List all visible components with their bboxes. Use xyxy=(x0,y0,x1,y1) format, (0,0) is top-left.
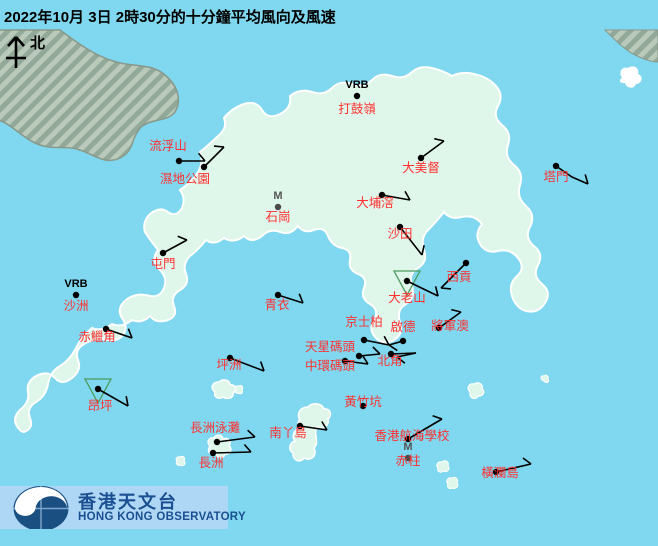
svg-text:長洲泳灘: 長洲泳灘 xyxy=(190,421,241,435)
svg-text:M: M xyxy=(403,441,412,453)
svg-text:VRB: VRB xyxy=(345,79,368,91)
svg-text:赤鱲角: 赤鱲角 xyxy=(78,330,116,344)
svg-text:石崗: 石崗 xyxy=(265,210,290,224)
svg-text:塔門: 塔門 xyxy=(543,170,568,184)
svg-text:流浮山: 流浮山 xyxy=(149,139,187,153)
svg-text:青衣: 青衣 xyxy=(264,297,290,312)
svg-text:坪洲: 坪洲 xyxy=(216,358,241,372)
svg-text:VRB: VRB xyxy=(64,278,87,290)
svg-text:沙洲: 沙洲 xyxy=(63,299,88,313)
svg-text:中環碼頭: 中環碼頭 xyxy=(305,358,356,373)
svg-text:天星碼頭: 天星碼頭 xyxy=(305,340,356,354)
svg-text:昂坪: 昂坪 xyxy=(87,399,112,413)
svg-text:長洲: 長洲 xyxy=(198,456,223,470)
svg-text:沙田: 沙田 xyxy=(387,227,412,241)
svg-text:大埔滘: 大埔滘 xyxy=(356,196,394,210)
svg-text:將軍澳: 將軍澳 xyxy=(431,318,469,333)
svg-text:南丫島: 南丫島 xyxy=(269,425,307,440)
svg-text:大老山: 大老山 xyxy=(388,291,426,305)
svg-text:西貢: 西貢 xyxy=(446,270,471,284)
svg-text:橫瀾島: 橫瀾島 xyxy=(481,465,519,480)
svg-text:黃竹坑: 黃竹坑 xyxy=(344,394,382,409)
svg-text:打鼓嶺: 打鼓嶺 xyxy=(338,102,376,116)
svg-text:京士柏: 京士柏 xyxy=(345,314,383,329)
svg-text:濕地公園: 濕地公園 xyxy=(160,172,210,186)
svg-text:北角: 北角 xyxy=(377,354,402,368)
svg-text:赤柱: 赤柱 xyxy=(395,453,420,468)
svg-text:屯門: 屯門 xyxy=(150,257,175,271)
svg-text:啟德: 啟德 xyxy=(390,319,416,334)
svg-text:M: M xyxy=(273,190,282,202)
svg-text:大美督: 大美督 xyxy=(402,160,440,175)
svg-text:北: 北 xyxy=(30,35,45,52)
